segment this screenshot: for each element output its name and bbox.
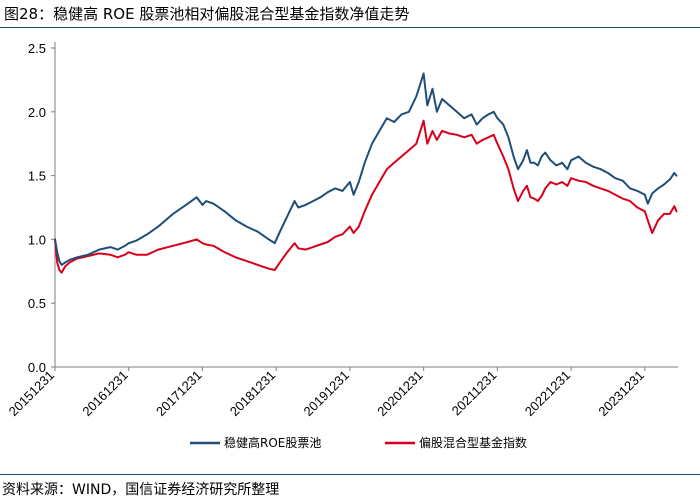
legend-label-1: 稳健高ROE股票池: [224, 435, 321, 450]
x-tick-label: 20181231: [227, 368, 279, 420]
legend-label-2: 偏股混合型基金指数: [419, 435, 527, 450]
line-chart: 0.0 0.5 1.0 1.5 2.0 2.5 20151231 20161231 20171…: [6, 41, 678, 450]
y-tick-label: 2.0: [28, 105, 46, 120]
x-tick-label: 20221231: [522, 368, 574, 420]
y-tick-label: 2.5: [28, 41, 46, 56]
y-tick-label: 1.0: [28, 232, 46, 247]
y-tick-label: 1.5: [28, 169, 46, 184]
footer-divider: [0, 474, 700, 475]
x-tick-label: 20151231: [6, 368, 58, 420]
y-axis: 0.0 0.5 1.0 1.5 2.0 2.5: [28, 41, 56, 375]
y-tick-label: 0.5: [28, 296, 46, 311]
series-line-1: [54, 72, 678, 266]
x-tick-label: 20161231: [79, 368, 131, 420]
legend: 稳健高ROE股票池 偏股混合型基金指数: [190, 435, 527, 450]
x-tick-label: 20191231: [301, 368, 353, 420]
x-tick-label: 20171231: [153, 368, 205, 420]
figure-title: 图28：稳健高 ROE 股票池相对偏股混合型基金指数净值走势: [4, 5, 410, 23]
source-note: 资料来源：WIND，国信证券经济研究所整理: [2, 482, 280, 498]
y-tick-label: 0.0: [28, 360, 46, 375]
x-tick-label: 20201231: [374, 368, 426, 420]
x-tick-label: 20231231: [595, 368, 647, 420]
series-line-2: [54, 119, 678, 274]
title-divider: [0, 27, 700, 28]
x-axis: 20151231 20161231 20171231 20181231 20191231…: [6, 366, 678, 420]
x-tick-label: 20211231: [449, 368, 500, 419]
series-lines: [54, 72, 678, 274]
